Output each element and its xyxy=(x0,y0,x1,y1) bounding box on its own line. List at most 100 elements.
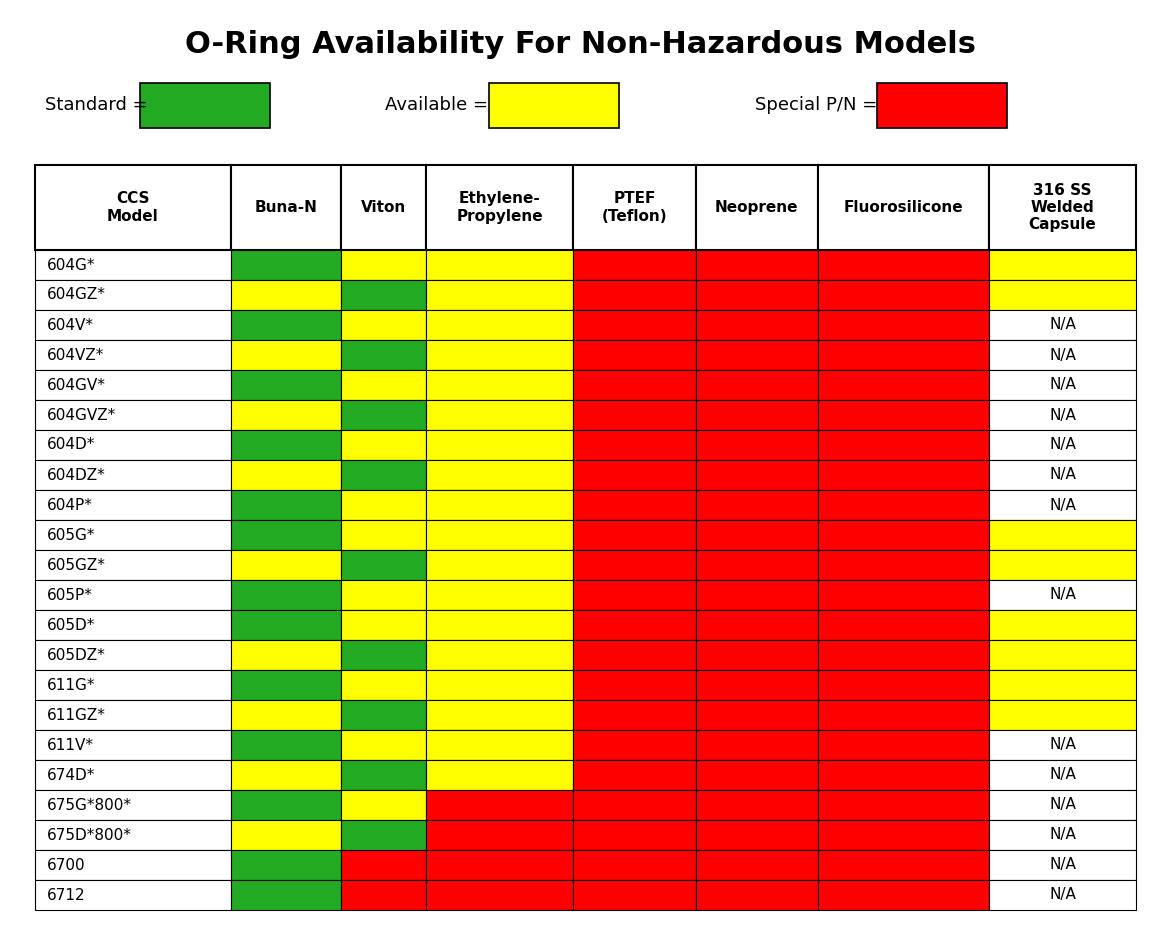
Text: 604GVZ*: 604GVZ* xyxy=(46,408,116,423)
Bar xyxy=(574,370,695,400)
Bar xyxy=(35,280,231,310)
Bar xyxy=(231,430,341,460)
Text: 675G*800*: 675G*800* xyxy=(46,797,132,812)
Bar xyxy=(819,610,989,640)
Bar xyxy=(35,250,231,280)
Bar xyxy=(231,700,341,730)
Bar xyxy=(341,490,426,520)
Text: 604DZ*: 604DZ* xyxy=(46,467,106,483)
Bar xyxy=(574,850,695,880)
Bar xyxy=(574,250,695,280)
Bar xyxy=(341,520,426,550)
Bar xyxy=(35,700,231,730)
Bar xyxy=(426,880,574,910)
Bar xyxy=(819,820,989,850)
Bar xyxy=(574,880,695,910)
Bar xyxy=(989,460,1135,490)
Bar xyxy=(989,280,1135,310)
Bar xyxy=(989,490,1135,520)
Bar xyxy=(341,310,426,340)
Bar xyxy=(574,280,695,310)
Text: N/A: N/A xyxy=(1050,467,1076,483)
Text: N/A: N/A xyxy=(1050,857,1076,872)
Bar xyxy=(341,730,426,760)
Bar xyxy=(574,520,695,550)
Text: N/A: N/A xyxy=(1050,498,1076,512)
Bar xyxy=(819,370,989,400)
Bar xyxy=(819,490,989,520)
Bar xyxy=(35,850,231,880)
Text: N/A: N/A xyxy=(1050,887,1076,903)
Bar xyxy=(341,880,426,910)
Bar xyxy=(426,580,574,610)
Bar xyxy=(695,460,819,490)
Bar xyxy=(341,460,426,490)
Text: N/A: N/A xyxy=(1050,408,1076,423)
Bar xyxy=(35,550,231,580)
Bar xyxy=(231,820,341,850)
Bar xyxy=(426,520,574,550)
Text: N/A: N/A xyxy=(1050,797,1076,812)
Bar xyxy=(695,670,819,700)
Bar xyxy=(341,700,426,730)
Bar xyxy=(877,82,1007,128)
Bar xyxy=(35,640,231,670)
Bar xyxy=(695,700,819,730)
Bar xyxy=(426,250,574,280)
Text: 675D*800*: 675D*800* xyxy=(46,828,132,843)
Bar xyxy=(341,580,426,610)
Bar xyxy=(989,700,1135,730)
Bar xyxy=(819,250,989,280)
Bar xyxy=(695,820,819,850)
Bar xyxy=(695,165,819,250)
Text: Standard =: Standard = xyxy=(45,96,147,114)
Bar xyxy=(426,430,574,460)
Text: 605D*: 605D* xyxy=(46,618,95,633)
Text: N/A: N/A xyxy=(1050,438,1076,452)
Text: 316 SS
Welded
Capsule: 316 SS Welded Capsule xyxy=(1029,182,1096,232)
Bar xyxy=(35,610,231,640)
Bar xyxy=(574,400,695,430)
Bar xyxy=(819,550,989,580)
Bar xyxy=(341,340,426,370)
Bar xyxy=(695,610,819,640)
Bar xyxy=(341,550,426,580)
Bar xyxy=(341,820,426,850)
Bar xyxy=(574,760,695,790)
Bar xyxy=(695,400,819,430)
Bar xyxy=(989,850,1135,880)
Text: N/A: N/A xyxy=(1050,348,1076,363)
Bar xyxy=(341,790,426,820)
Bar xyxy=(695,850,819,880)
Bar xyxy=(819,580,989,610)
Bar xyxy=(574,460,695,490)
Bar xyxy=(426,340,574,370)
Bar xyxy=(819,760,989,790)
Text: 611G*: 611G* xyxy=(46,677,95,693)
Text: N/A: N/A xyxy=(1050,768,1076,783)
Bar xyxy=(989,400,1135,430)
Bar xyxy=(426,610,574,640)
Bar xyxy=(989,340,1135,370)
Bar xyxy=(35,730,231,760)
Text: 604P*: 604P* xyxy=(46,498,93,512)
Bar xyxy=(231,790,341,820)
Bar xyxy=(989,610,1135,640)
Bar xyxy=(819,340,989,370)
Bar xyxy=(231,370,341,400)
Bar xyxy=(819,280,989,310)
Text: N/A: N/A xyxy=(1050,377,1076,392)
Bar xyxy=(231,610,341,640)
Bar xyxy=(426,850,574,880)
Bar xyxy=(341,250,426,280)
Bar xyxy=(231,490,341,520)
Bar xyxy=(35,820,231,850)
Bar xyxy=(231,400,341,430)
Bar xyxy=(695,550,819,580)
Text: 605GZ*: 605GZ* xyxy=(46,558,106,573)
Bar xyxy=(341,760,426,790)
Text: 611GZ*: 611GZ* xyxy=(46,708,106,722)
Text: Ethylene-
Propylene: Ethylene- Propylene xyxy=(456,191,543,224)
Bar xyxy=(695,640,819,670)
Bar xyxy=(819,430,989,460)
